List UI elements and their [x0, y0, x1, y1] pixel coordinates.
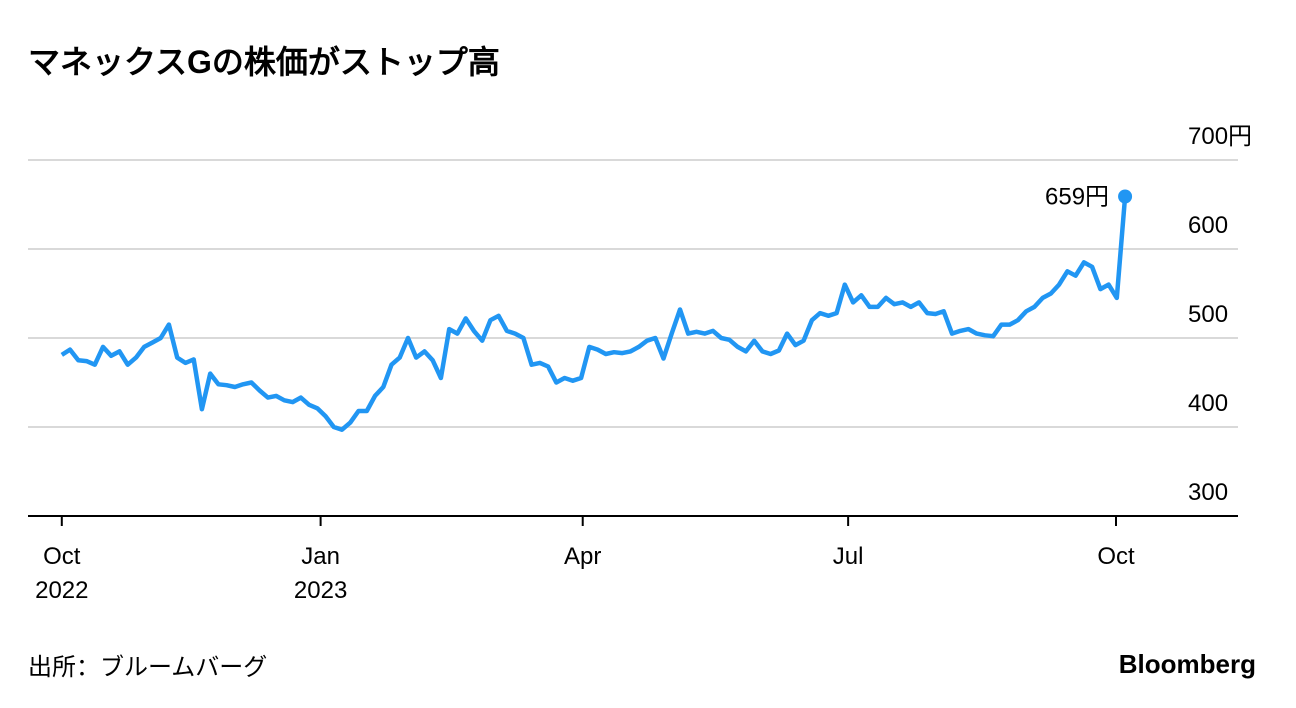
y-tick-label: 700円: [1188, 123, 1252, 150]
x-tick-year: 2023: [294, 577, 347, 604]
y-tick-label: 600: [1188, 212, 1228, 239]
brand-logo: Bloomberg: [1119, 649, 1256, 679]
x-tick-label: Oct: [1097, 543, 1135, 570]
price-line: [60, 196, 1128, 432]
last-point: [1118, 189, 1133, 204]
x-tick-label: Oct: [43, 543, 81, 570]
y-tick-label: 500: [1188, 301, 1228, 328]
chart-title: マネックスGの株価がストップ高: [28, 44, 500, 80]
source: 出所：ブルームバーグ: [28, 654, 267, 681]
y-tick-label: 300: [1188, 479, 1228, 506]
value-annotation: 659円: [1045, 183, 1109, 210]
x-tick-year: 2022: [35, 577, 88, 604]
x-tick-label: Jul: [833, 543, 864, 570]
x-tick-label: Apr: [564, 543, 601, 570]
x-tick-label: Jan: [301, 543, 340, 570]
y-tick-label: 400: [1188, 390, 1228, 417]
